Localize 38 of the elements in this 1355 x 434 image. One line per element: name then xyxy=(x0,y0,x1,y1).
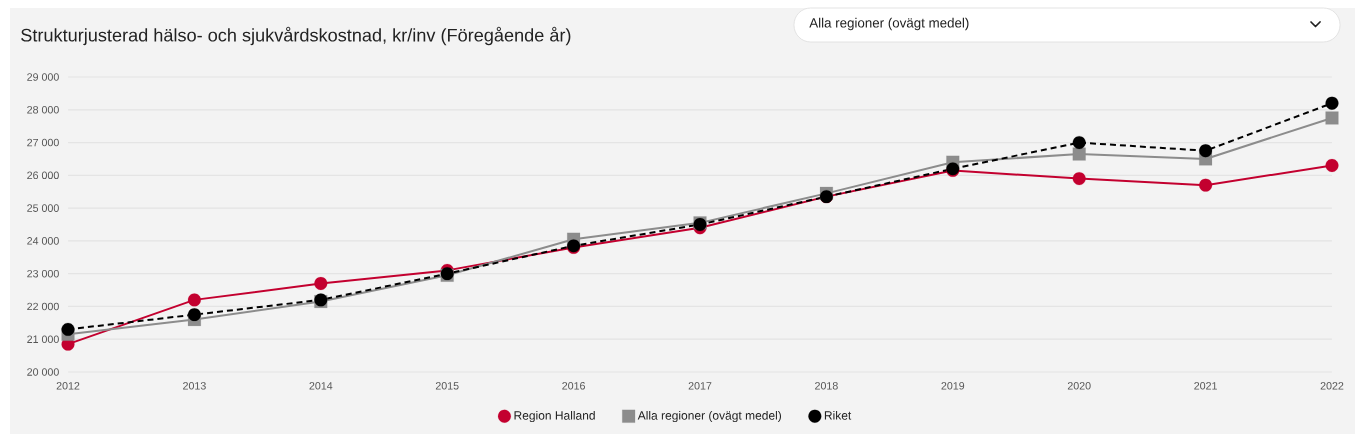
x-tick-label: 2020 xyxy=(1067,382,1091,390)
x-tick-label: 2013 xyxy=(183,382,206,390)
point xyxy=(1072,172,1086,186)
point xyxy=(187,308,201,322)
x-tick-label: 2021 xyxy=(1194,382,1217,390)
y-tick-label: 25 000 xyxy=(27,204,59,212)
legend-label: Alla regioner (ovägt medel) xyxy=(637,410,782,423)
y-tick-label: 29 000 xyxy=(27,73,59,81)
y-tick-label: 24 000 xyxy=(27,237,59,245)
point xyxy=(1199,144,1213,158)
point xyxy=(61,322,75,336)
chart-title: Strukturjusterad hälso- och sjukvårdskostnad, kr/inv (Föregående år) xyxy=(21,26,571,46)
text: Alla regioner (ovägt medel) xyxy=(809,17,969,31)
x-tick-label: 2022 xyxy=(1320,382,1344,390)
point xyxy=(1072,147,1086,161)
legend-label: Riket xyxy=(824,410,852,420)
point xyxy=(1325,96,1339,110)
x-tick-label: 2017 xyxy=(688,382,712,390)
x-tick-label: 2019 xyxy=(941,382,965,390)
y-tick-label: 22 000 xyxy=(27,302,59,311)
y-tick-label: 26 000 xyxy=(27,171,59,180)
y-tick-label: 20 000 xyxy=(27,368,59,376)
x-tick-label: 2015 xyxy=(435,382,459,390)
point xyxy=(1325,111,1339,125)
x-tick-label: 2018 xyxy=(815,382,838,390)
point xyxy=(1072,136,1086,150)
y-tick-label: 28 000 xyxy=(27,106,59,114)
point xyxy=(1199,178,1213,192)
x-tick-label: 2014 xyxy=(309,382,333,390)
y-tick-label: 27 000 xyxy=(27,138,59,147)
legend-label: Region Halland xyxy=(514,410,595,423)
point xyxy=(1325,159,1339,172)
x-tick-label: 2016 xyxy=(562,382,585,390)
x-tick-label: 2012 xyxy=(56,382,80,390)
y-tick-label: 21 000 xyxy=(27,335,59,343)
point xyxy=(314,277,328,290)
y-tick-label: 23 000 xyxy=(27,269,59,278)
point xyxy=(187,293,201,307)
